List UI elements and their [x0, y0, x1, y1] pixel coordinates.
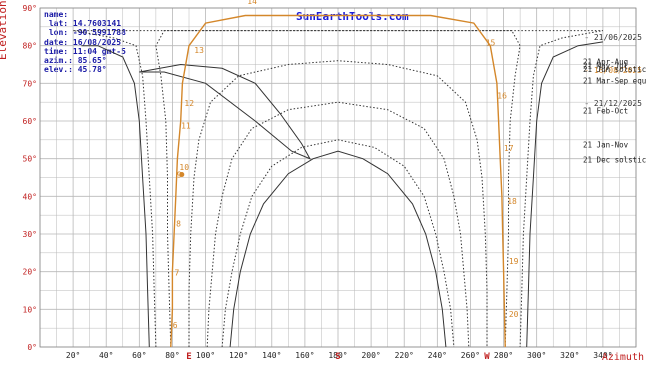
x-tick-label: 220°	[395, 351, 414, 360]
annotation-label: 21 Mar-Sep equinox	[583, 76, 646, 85]
hour-label: 11	[181, 122, 191, 131]
hour-label: 19	[509, 257, 519, 266]
hour-label: 14	[247, 0, 257, 6]
hour-label: 20	[509, 310, 519, 319]
annotation-label: 21 Apr-Aug	[583, 58, 628, 67]
series-line	[155, 30, 521, 348]
x-tick-label: 140°	[262, 351, 281, 360]
info-panel: name: lat: 14.7603141 lon: -90.5991788 d…	[44, 10, 126, 74]
hour-label: 8	[176, 219, 181, 228]
x-tick-label: 80°	[165, 351, 179, 360]
series-line	[170, 14, 506, 348]
x-tick-label: 180°	[328, 351, 347, 360]
hour-label: 9	[177, 171, 182, 180]
current-sun-marker	[179, 172, 185, 178]
hour-label: 17	[504, 144, 514, 153]
annotation-label: 21 May-Jul	[583, 61, 628, 70]
info-elev: elev.: 45.78°	[44, 65, 107, 75]
hour-label: 15	[486, 39, 496, 48]
x-tick-label: 320°	[560, 351, 579, 360]
y-tick-label: 80°	[23, 42, 37, 51]
x-tick-label: 40°	[99, 351, 113, 360]
x-tick-label: 160°	[295, 351, 314, 360]
grid	[39, 7, 637, 348]
legend-item-aug: - 16/08/2025	[584, 66, 642, 75]
hour-label: 7	[174, 268, 179, 277]
compass-label: W	[484, 352, 490, 362]
legend-item-dec: - 21/12/2025	[584, 99, 642, 108]
series-line	[526, 41, 603, 348]
y-tick-label: 90°	[23, 4, 37, 13]
y-tick-label: 60°	[23, 117, 37, 126]
series-line	[139, 63, 312, 160]
y-tick-label: 30°	[23, 230, 37, 239]
info-azim: azim.: 85.65°	[44, 56, 107, 66]
y-tick-label: 70°	[23, 79, 37, 88]
brand-title: SunEarthTools.com	[296, 10, 409, 23]
x-tick-label: 100°	[196, 351, 215, 360]
series-group	[73, 14, 603, 348]
info-name: name:	[44, 10, 69, 19]
series-line	[221, 139, 455, 348]
x-axis-label: Azimuth	[601, 352, 644, 363]
x-tick-label: 260°	[461, 351, 480, 360]
annotation-label: 21 Dec solstice	[583, 155, 646, 164]
info-lon: lon: -90.5991788	[48, 28, 126, 38]
hour-label: 6	[173, 321, 178, 330]
info-date: date: 16/08/2025	[44, 37, 122, 47]
plot-frame	[39, 7, 637, 348]
x-tick-label: 240°	[428, 351, 447, 360]
annotation-label: 21 Feb-Oct	[583, 106, 628, 115]
hour-label: 13	[194, 46, 204, 55]
compass-label: E	[186, 352, 191, 362]
series-line	[188, 60, 488, 347]
y-tick-label: 10°	[23, 305, 37, 314]
hour-labels: 6 7 8 910 11 12 13 14 15 16 17 18 19 20	[173, 0, 519, 330]
hour-label: 12	[184, 99, 194, 108]
y-axis-label: Elevation	[0, 0, 9, 60]
y-tick-label: 20°	[23, 268, 37, 277]
legend-item-jun: - 21/06/2025	[584, 33, 642, 42]
series-line	[81, 45, 150, 348]
y-tick-label: 0°	[27, 343, 37, 352]
annotation-label: 21 Jun solstice	[583, 65, 646, 74]
annotation-label: 21 Jan-Nov	[583, 140, 629, 149]
hour-label: 18	[507, 197, 517, 206]
x-tick-label: 300°	[527, 351, 546, 360]
x-tick-label: 340°	[593, 351, 612, 360]
hour-label: 10	[179, 163, 189, 172]
y-tick-label: 40°	[23, 192, 37, 201]
x-tick-label: 20°	[66, 351, 80, 360]
x-tick-label: 280°	[494, 351, 513, 360]
info-lat: lat: 14.7603141	[48, 19, 122, 29]
info-time: time: 11:04 gmt-5	[44, 46, 126, 56]
series-line	[229, 150, 447, 348]
compass-label: S	[335, 352, 340, 362]
legend: - 21/06/2025 - 16/08/2025 - 21/12/2025	[584, 10, 642, 120]
y-tick-label: 50°	[23, 155, 37, 164]
x-tick-label: 60°	[132, 351, 146, 360]
hour-label: 16	[497, 91, 507, 100]
tick-labels: 20° 40° 60° 80° 100° 120° 140° 160° 180° 200° 220°…	[23, 4, 613, 360]
x-tick-label: 200°	[361, 351, 380, 360]
x-tick-label: 120°	[229, 351, 248, 360]
